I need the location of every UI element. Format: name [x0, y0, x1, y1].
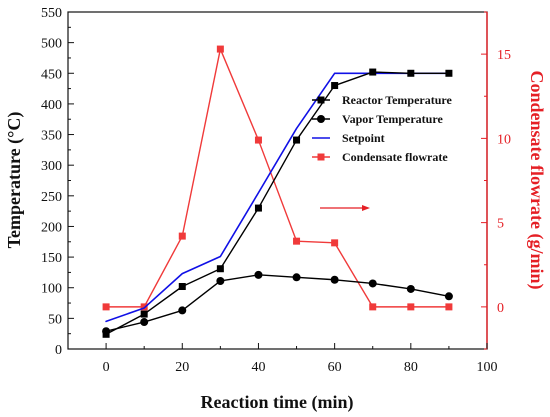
- series-line-reactor-temperature: [105, 71, 450, 335]
- data-point-condensate-flowrate: [369, 303, 377, 311]
- data-point-reactor-temperature: [369, 68, 377, 76]
- x-tick-label: 20: [175, 360, 189, 375]
- data-point-reactor-temperature: [102, 330, 110, 338]
- data-point-reactor-temperature: [178, 283, 186, 291]
- data-point-reactor-temperature: [407, 69, 415, 77]
- data-point-vapor-temperature: [330, 275, 339, 284]
- data-point-condensate-flowrate: [407, 303, 415, 311]
- data-point-condensate-flowrate: [445, 303, 453, 311]
- legend-marker-reactor-temperature: [317, 96, 325, 104]
- left-y-tick-label: 300: [41, 159, 62, 174]
- right-y-tick-label: 0: [497, 301, 504, 316]
- right-y-tick-label: 5: [497, 217, 504, 232]
- x-tick-label: 100: [477, 360, 498, 375]
- data-point-condensate-flowrate: [178, 232, 186, 240]
- x-axis-title: Reaction time (min): [201, 392, 354, 413]
- legend-label-reactor-temperature: Reactor Temperature: [342, 93, 453, 107]
- right-y-tick-label: 15: [497, 48, 511, 63]
- left-y-tick-label: 450: [41, 67, 62, 82]
- left-y-axis-title: Temperature (°C): [4, 112, 25, 249]
- legend-layer: Reactor Temperature Vapor Temperature Setp…: [312, 93, 453, 164]
- left-y-tick-label: 250: [41, 190, 62, 205]
- annotation-layer: [320, 205, 370, 211]
- x-tick-label: 80: [404, 360, 418, 375]
- data-point-condensate-flowrate: [254, 136, 262, 144]
- series-layer: [102, 45, 453, 338]
- data-point-condensate-flowrate: [216, 45, 224, 53]
- data-point-condensate-flowrate: [102, 303, 110, 311]
- left-y-tick-label: 350: [41, 129, 62, 144]
- left-y-tick-label: 0: [55, 343, 62, 358]
- left-y-tick-label: 150: [41, 251, 62, 266]
- legend-marker-vapor-temperature: [317, 115, 325, 123]
- data-point-reactor-temperature: [140, 310, 148, 318]
- data-point-vapor-temperature: [216, 276, 225, 285]
- data-point-condensate-flowrate: [293, 237, 301, 245]
- series-line-setpoint: [105, 72, 450, 323]
- axes-layer: 0 20 40 60 80 1000501001502002503003504004505…: [41, 6, 511, 375]
- left-y-tick-label: 500: [41, 37, 62, 52]
- right-y-tick-label: 10: [497, 132, 511, 147]
- data-point-condensate-flowrate: [331, 239, 339, 247]
- x-tick-label: 60: [328, 360, 342, 375]
- data-point-reactor-temperature: [293, 136, 301, 144]
- left-y-tick-label: 400: [41, 98, 62, 113]
- legend-label-vapor-temperature: Vapor Temperature: [342, 112, 443, 126]
- annotation-arrow-head: [362, 205, 370, 211]
- data-point-vapor-temperature: [444, 292, 453, 301]
- plot-frame: [67, 11, 488, 350]
- left-y-tick-label: 100: [41, 282, 62, 297]
- x-tick-label: 40: [251, 360, 265, 375]
- x-tick-label: 0: [103, 360, 110, 375]
- left-y-tick-label: 50: [48, 312, 62, 327]
- data-point-vapor-temperature: [178, 306, 187, 315]
- legend-label-condensate-flowrate: Condensate flowrate: [342, 150, 448, 164]
- data-point-reactor-temperature: [216, 265, 224, 273]
- series-line-vapor-temperature: [105, 274, 450, 332]
- data-point-vapor-temperature: [254, 270, 263, 279]
- data-point-vapor-temperature: [140, 318, 149, 327]
- data-point-reactor-temperature: [254, 204, 262, 212]
- left-y-tick-label: 200: [41, 220, 62, 235]
- left-y-tick-label: 550: [41, 6, 62, 21]
- data-point-vapor-temperature: [292, 273, 301, 282]
- right-y-axis-title: Condensate flowrate (g/min): [526, 71, 547, 290]
- legend-marker-condensate-flowrate: [317, 153, 325, 161]
- legend-label-setpoint: Setpoint: [342, 131, 385, 145]
- data-point-vapor-temperature: [406, 284, 415, 293]
- data-point-vapor-temperature: [368, 279, 377, 288]
- data-point-reactor-temperature: [331, 82, 339, 90]
- series-line-condensate-flowrate: [105, 48, 450, 308]
- data-point-reactor-temperature: [445, 69, 453, 77]
